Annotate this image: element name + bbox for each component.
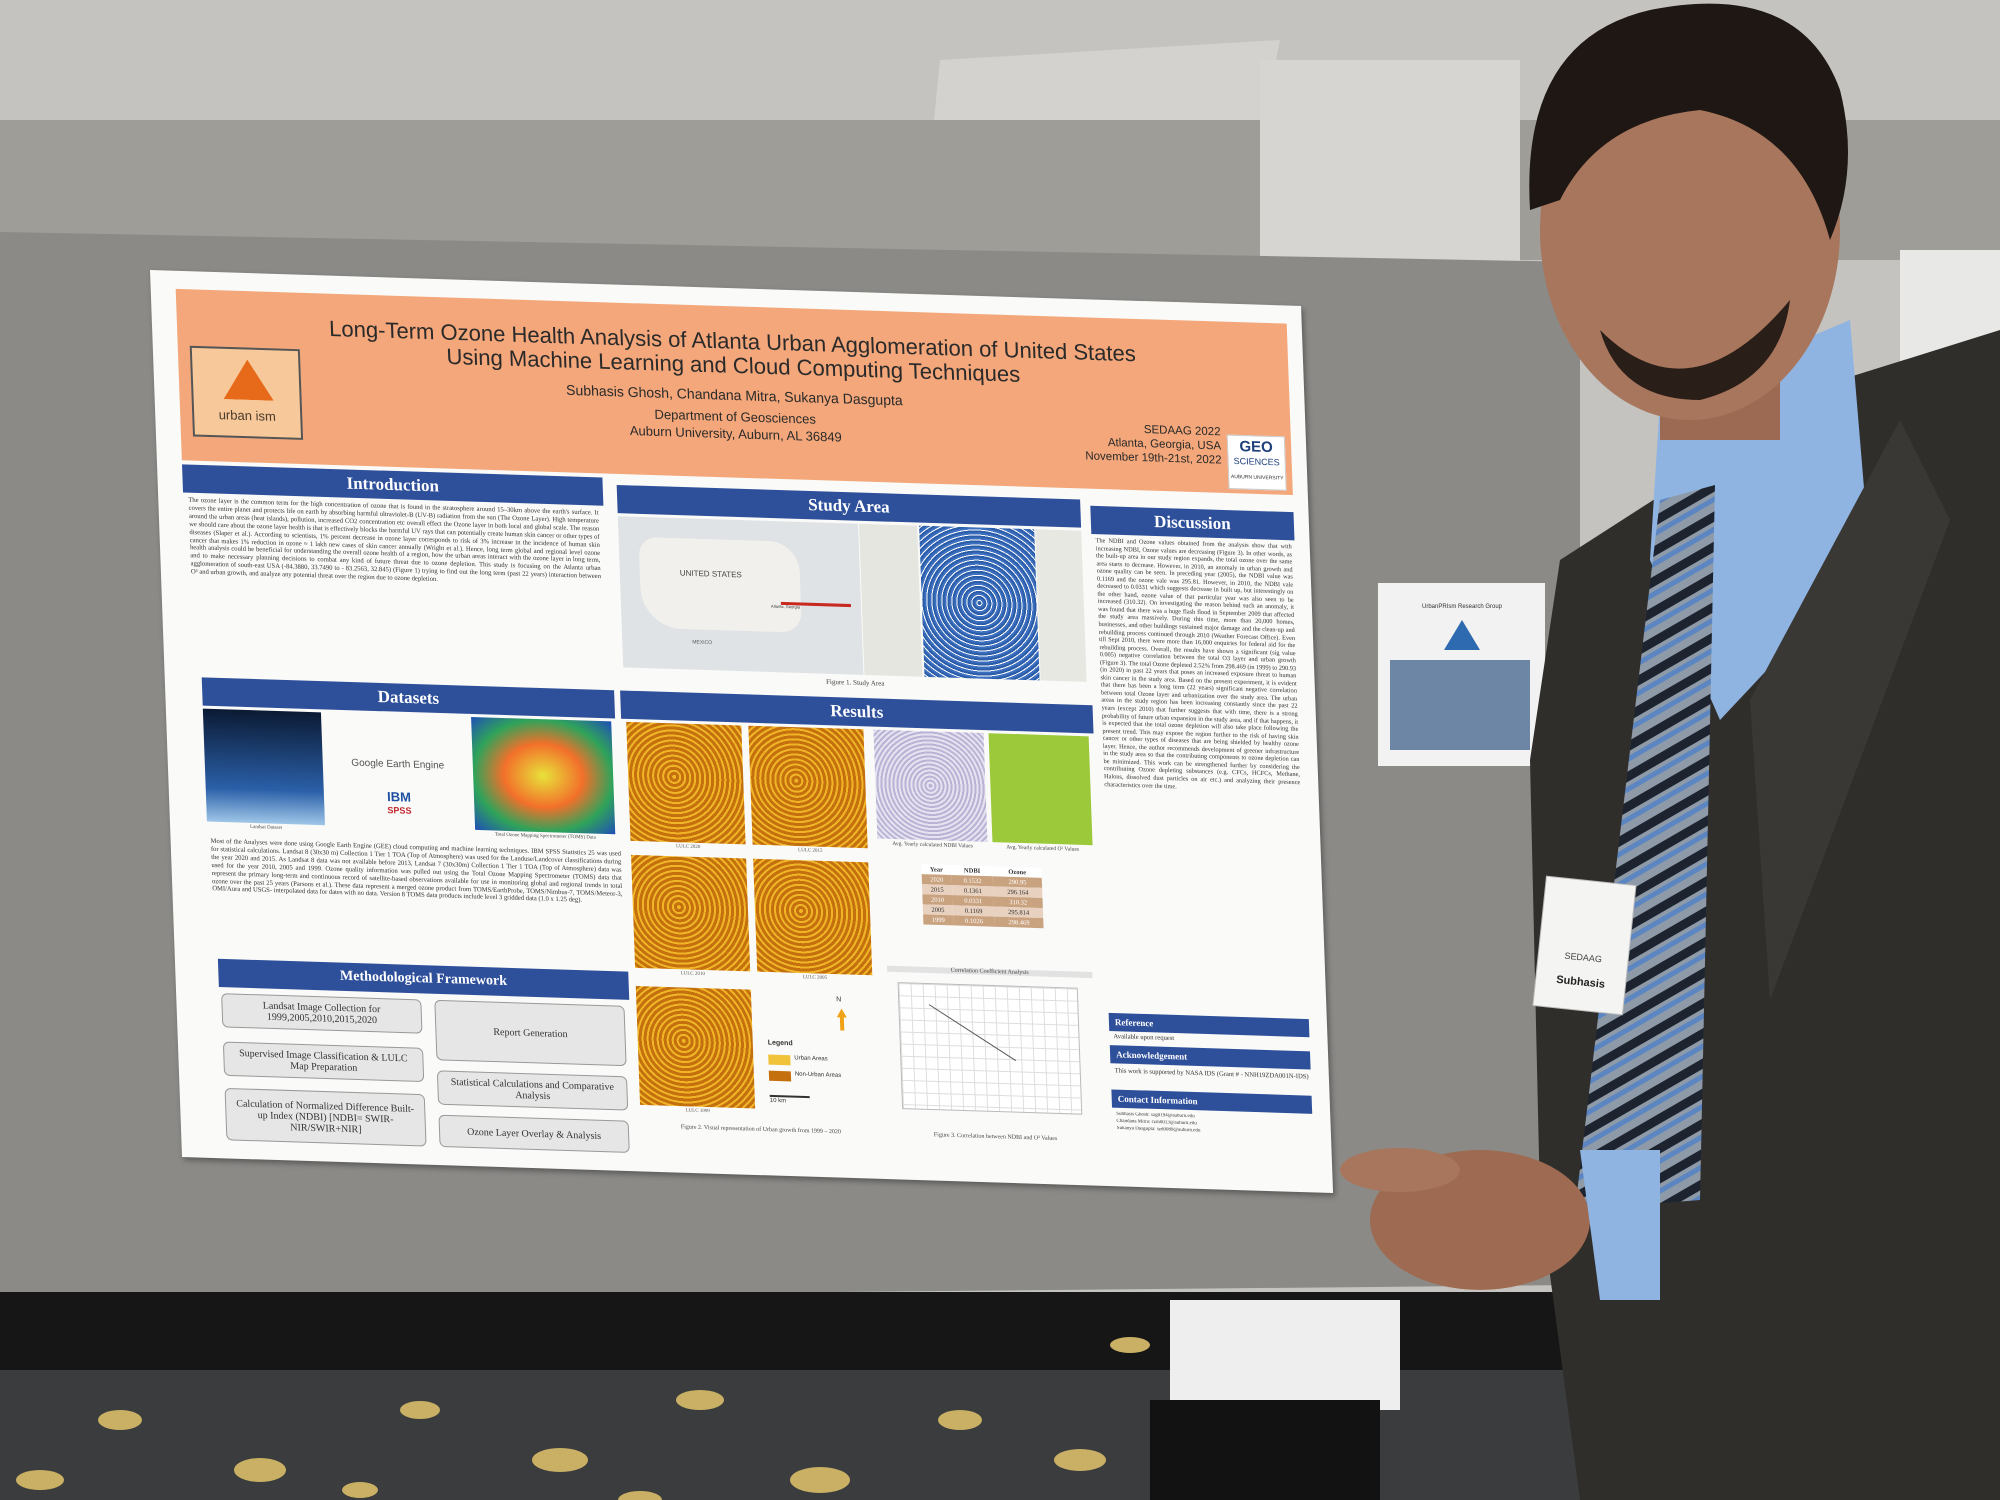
cuff	[1580, 1150, 1660, 1300]
badge-card	[1532, 875, 1637, 1016]
name-badge: SEDAAG Subhasis	[1532, 875, 1637, 1016]
carpet-pattern	[16, 1337, 1150, 1500]
hair	[1529, 3, 1848, 241]
side-poster-title: UrbanPRIsm Research Group	[1422, 604, 1503, 610]
lapel	[1750, 420, 1950, 1000]
visitor-trousers	[1150, 1400, 1380, 1500]
side-poster-logo	[1444, 620, 1480, 650]
visitor-shirt	[1170, 1300, 1400, 1410]
beard	[1600, 300, 1790, 400]
side-poster-image	[1390, 660, 1530, 750]
tie	[1575, 485, 1715, 1210]
finger	[1340, 1148, 1460, 1192]
badge-name: Subhasis	[1556, 974, 1606, 991]
badge-event: SEDAAG	[1564, 950, 1602, 964]
